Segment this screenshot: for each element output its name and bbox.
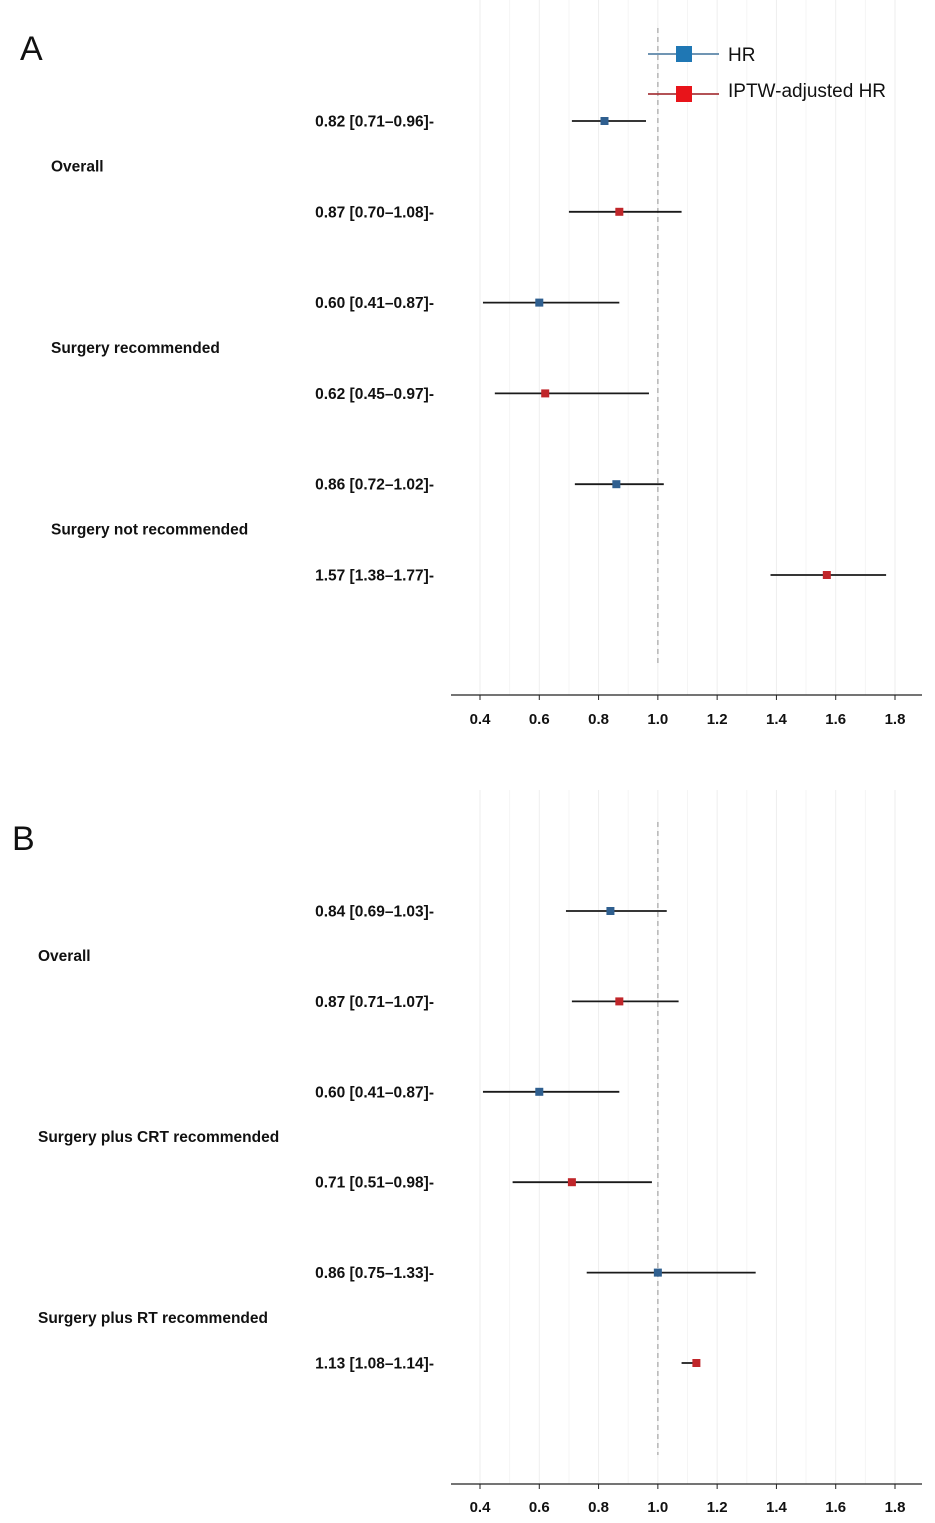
x-tick-label: 1.0 xyxy=(647,1499,668,1516)
panel-label: A xyxy=(20,30,43,68)
hr-point xyxy=(535,298,544,307)
group-label: Overall xyxy=(38,948,91,965)
legend-hr-marker xyxy=(676,46,692,62)
legend-iptw-label: IPTW-adjusted HR xyxy=(728,81,886,102)
row-label: 0.62 [0.45–0.97]- xyxy=(315,386,434,403)
iptw-hr-point xyxy=(567,1178,576,1187)
panel-label: B xyxy=(12,820,35,858)
iptw-hr-point xyxy=(822,571,831,579)
iptw-hr-point xyxy=(615,997,624,1006)
x-tick-label: 1.4 xyxy=(766,711,788,728)
group-label: Surgery recommended xyxy=(51,340,220,357)
iptw-hr-point xyxy=(692,1359,701,1367)
x-tick-label: 1.6 xyxy=(825,1499,846,1516)
x-tick-label: 0.6 xyxy=(529,1499,550,1516)
x-tick-label: 1.8 xyxy=(885,1499,906,1516)
row-label: 0.86 [0.75–1.33]- xyxy=(315,1265,434,1282)
iptw-hr-point xyxy=(541,389,550,398)
row-label: 0.71 [0.51–0.98]- xyxy=(315,1175,434,1192)
x-tick-label: 1.2 xyxy=(707,1499,728,1516)
row-label: 0.86 [0.72–1.02]- xyxy=(315,477,434,494)
hr-point xyxy=(612,480,621,489)
x-tick-label: 1.4 xyxy=(766,1499,788,1516)
x-tick-label: 1.0 xyxy=(647,711,668,728)
x-tick-label: 0.4 xyxy=(470,711,492,728)
hr-point xyxy=(606,907,615,915)
x-tick-label: 0.8 xyxy=(588,1499,609,1516)
x-tick-label: 1.2 xyxy=(707,711,728,728)
x-tick-label: 0.4 xyxy=(470,1499,492,1516)
legend: HR IPTW-adjusted HR xyxy=(648,45,886,102)
group-label: Surgery not recommended xyxy=(51,522,248,539)
group-label: Overall xyxy=(51,158,104,175)
hr-point xyxy=(535,1087,544,1096)
row-label: 1.13 [1.08–1.14]- xyxy=(315,1356,434,1373)
row-label: 0.60 [0.41–0.87]- xyxy=(315,295,434,312)
row-label: 0.84 [0.69–1.03]- xyxy=(315,904,434,921)
x-tick-label: 1.8 xyxy=(885,711,906,728)
panel-b: B 0.4 0.6 0.8 1.0 1.2 1.4 1.6 1.8 Overall 0.84 [0.… xyxy=(12,790,922,1516)
row-label: 0.87 [0.70–1.08]- xyxy=(315,204,434,221)
x-tick-label: 0.8 xyxy=(588,711,609,728)
group-label: Surgery plus RT recommended xyxy=(38,1310,268,1327)
legend-hr-label: HR xyxy=(728,45,755,66)
panel-a: A 0.4 0.6 0.8 1.0 1.2 1.4 1.6 1.8 Overall 0.82 [0.… xyxy=(20,0,922,728)
legend-iptw-marker xyxy=(676,86,692,102)
hr-point xyxy=(653,1268,662,1277)
x-tick-label: 0.6 xyxy=(529,711,550,728)
iptw-hr-point xyxy=(615,207,624,216)
row-label: 0.87 [0.71–1.07]- xyxy=(315,994,434,1011)
hr-point xyxy=(600,117,609,125)
x-tick-label: 1.6 xyxy=(825,711,846,728)
row-label: 1.57 [1.38–1.77]- xyxy=(315,568,434,585)
row-label: 0.60 [0.41–0.87]- xyxy=(315,1084,434,1101)
group-label: Surgery plus CRT recommended xyxy=(38,1129,279,1146)
row-label: 0.82 [0.71–0.96]- xyxy=(315,114,434,131)
